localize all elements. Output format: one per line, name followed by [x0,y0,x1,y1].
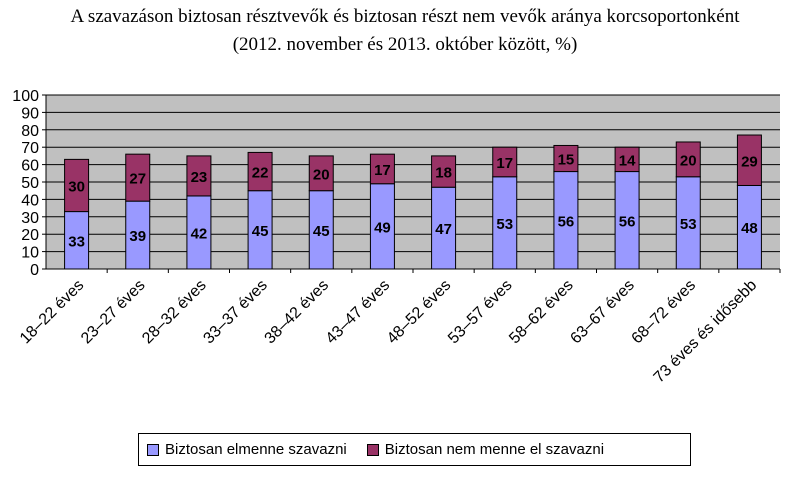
bar-series-1-8 [492,176,518,270]
data-label-series-2-8: 17 [496,155,513,172]
chart-subtitle: (2012. november és 2013. október között,… [232,34,578,55]
y-tick-label-40: 40 [21,192,39,209]
y-tick-label-70: 70 [21,140,39,157]
x-tick-label-6: 43–47 éves [323,277,394,348]
bar-series-2-8 [492,146,518,178]
bar-series-2-9 [553,144,579,173]
legend-item-series-1: Biztosan elmenne szavazni [147,441,347,458]
data-label-series-1-12: 48 [741,220,758,237]
legend-swatch-series-1 [147,443,159,456]
y-tick-label-50: 50 [21,175,39,192]
y-tick-label-80: 80 [21,123,39,140]
x-tick-label-9: 58–62 éves [506,277,577,348]
data-label-series-1-3: 42 [191,225,208,242]
bar-series-2-10 [614,146,640,173]
bar-series-2-2 [125,153,151,202]
data-label-series-1-9: 56 [558,213,575,230]
data-label-series-1-7: 47 [435,221,452,238]
data-label-series-2-12: 29 [741,153,758,170]
stacked-bar-chart: 33 30 39 27 42 23 45 22 45 20 49 17 47 18 53 17 56 15 56 14… [12,88,781,387]
data-label-series-1-5: 45 [313,223,330,240]
data-label-series-1-6: 49 [374,219,391,236]
data-label-series-2-11: 20 [680,152,697,169]
chart-legend: Biztosan elmenne szavazni Biztosan nem m… [138,433,691,466]
bar-series-2-1 [64,158,90,213]
data-label-series-2-9: 15 [558,152,575,169]
data-label-series-1-4: 45 [252,223,269,240]
y-tick-label-90: 90 [21,105,39,122]
chart-title: A szavazáson biztosan résztvevők és bizt… [70,6,740,27]
bar-series-2-5 [308,155,334,192]
bar-series-2-3 [186,155,212,197]
x-tick-label-2: 23–27 éves [78,277,149,348]
x-tick-label-10: 63–67 éves [567,277,638,348]
bar-series-2-12 [736,134,762,186]
data-label-series-1-1: 33 [68,233,85,250]
data-label-series-2-5: 20 [313,166,330,183]
bar-series-1-12 [736,184,762,270]
legend-item-series-2: Biztosan nem menne el szavazni [366,441,605,458]
data-label-series-1-10: 56 [619,213,636,230]
y-tick-label-100: 100 [12,88,39,105]
y-tick-label-10: 10 [21,245,39,262]
data-label-series-1-11: 53 [680,216,697,233]
data-label-series-2-10: 14 [619,152,636,169]
y-tick-label-30: 30 [21,210,39,227]
x-tick-label-8: 53–57 éves [445,277,516,348]
data-label-series-2-3: 23 [191,169,208,186]
y-tick-label-60: 60 [21,158,39,175]
data-label-series-1-2: 39 [129,228,146,245]
data-label-series-2-2: 27 [129,171,146,188]
data-label-series-2-4: 22 [252,165,269,182]
data-label-series-1-8: 53 [496,216,513,233]
bar-series-2-7 [431,155,457,188]
x-tick-label-3: 28–32 éves [139,277,210,348]
bar-series-1-4 [247,190,273,270]
y-tick-label-0: 0 [30,262,39,279]
legend-swatch-series-2 [366,443,379,456]
data-label-series-2-6: 17 [374,162,391,179]
bar-series-2-4 [247,151,273,192]
y-tick-label-20: 20 [21,227,39,244]
x-tick-label-5: 38–42 éves [262,277,333,348]
x-tick-label-1: 18–22 éves [17,277,88,348]
x-tick-label-4: 33–37 éves [200,277,271,348]
x-tick-label-12: 73 éves és idősebb [651,277,761,387]
bar-series-2-11 [675,141,701,178]
bar-series-1-9 [553,171,579,270]
data-label-series-2-7: 18 [435,165,452,182]
data-label-series-2-1: 30 [68,178,85,195]
x-tick-label-7: 48–52 éves [384,277,455,348]
legend-label-series-1: Biztosan elmenne szavazni [165,441,347,458]
bar-series-2-6 [369,153,395,185]
legend-label-series-2: Biztosan nem menne el szavazni [384,441,605,458]
bar-series-1-7 [431,186,457,270]
bar-series-1-10 [614,171,640,270]
